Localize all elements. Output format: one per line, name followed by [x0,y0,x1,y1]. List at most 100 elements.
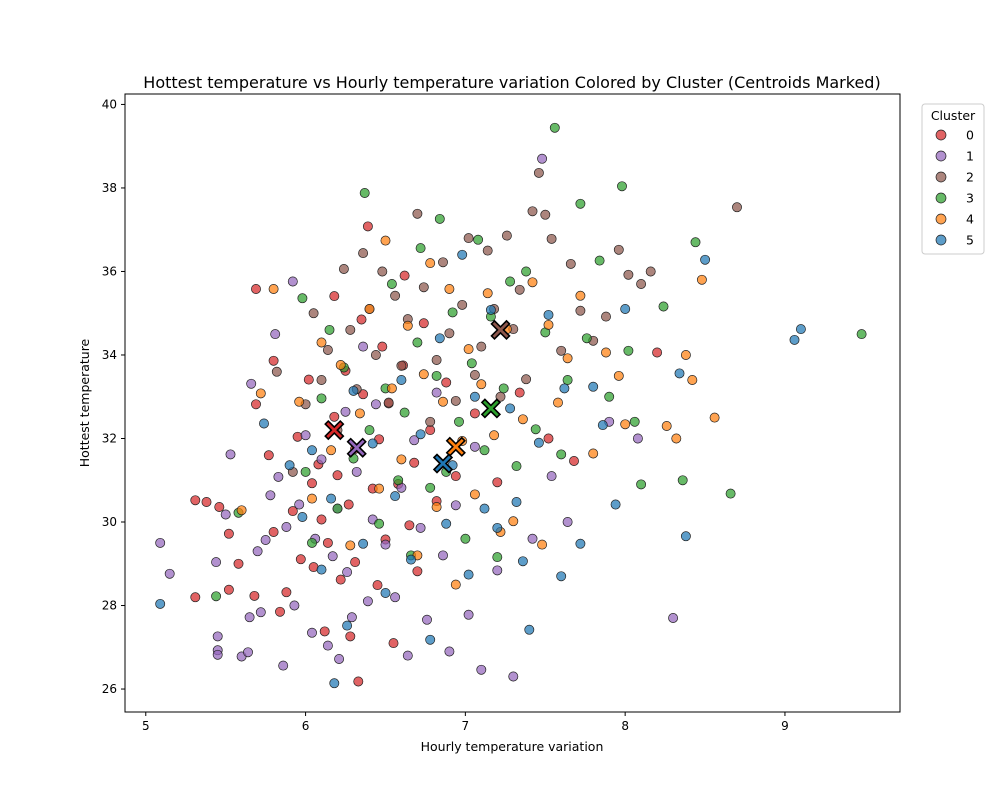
data-point-cluster-4 [450,579,461,590]
data-point-cluster-5 [485,304,496,315]
legend-label-cluster-3: 3 [966,191,974,206]
data-point-cluster-3 [498,383,509,394]
data-point-cluster-5 [457,249,468,260]
y-axis-ticks: 26 28 30 32 34 36 38 40 [102,97,125,696]
y-axis-label: Hottest temperature [77,338,92,467]
legend-marker-cluster-2 [935,171,947,183]
data-point-cluster-3 [511,461,522,472]
data-point-cluster-0 [652,347,663,358]
data-point-cluster-2 [482,245,493,256]
data-point-cluster-4 [425,258,436,269]
data-point-cluster-5 [348,385,359,396]
data-point-cluster-5 [556,571,567,582]
data-point-cluster-4 [687,375,698,385]
data-point-cluster-2 [316,375,327,385]
data-point-cluster-4 [517,414,528,425]
data-point-cluster-2 [540,209,551,220]
legend-label-cluster-1: 1 [966,149,974,164]
data-point-cluster-5 [588,381,599,392]
data-point-cluster-2 [601,311,611,322]
data-point-cluster-0 [345,631,356,642]
data-point-cluster-1 [327,551,338,562]
data-point-cluster-4 [537,539,548,550]
data-point-cluster-5 [795,324,806,335]
data-point-cluster-1 [438,550,448,561]
data-point-cluster-0 [412,566,423,577]
data-point-cluster-2 [457,299,468,310]
data-point-cluster-2 [556,345,567,356]
legend-marker-cluster-4 [935,213,947,225]
data-point-cluster-3 [412,337,423,348]
data-point-cluster-2 [322,345,333,355]
data-point-cluster-5 [610,499,621,510]
data-point-cluster-2 [390,290,401,301]
data-point-cluster-5 [441,518,452,529]
data-point-cluster-5 [469,391,480,402]
data-point-cluster-4 [444,284,455,294]
data-point-cluster-0 [450,471,461,482]
x-tick-label: 6 [302,719,310,733]
data-point-cluster-3 [658,301,669,312]
data-point-cluster-4 [575,290,586,301]
data-point-cluster-1 [469,441,480,452]
data-point-cluster-4 [508,516,519,527]
data-point-cluster-1 [287,276,298,287]
legend-label-cluster-2: 2 [966,170,974,185]
data-point-cluster-0 [514,387,525,398]
data-point-cluster-0 [275,606,285,617]
data-point-cluster-2 [613,244,624,255]
data-point-cluster-0 [353,676,364,687]
data-point-cluster-4 [386,383,397,394]
data-point-cluster-3 [636,479,647,490]
data-point-cluster-1 [402,650,413,661]
data-point-cluster-1 [281,522,292,532]
data-point-cluster-4 [671,433,682,444]
data-point-cluster-5 [511,497,522,507]
data-point-cluster-0 [329,411,340,422]
data-point-cluster-1 [562,517,573,527]
data-point-cluster-3 [359,188,370,198]
data-point-cluster-0 [418,318,429,329]
data-point-cluster-0 [343,499,354,510]
data-point-cluster-0 [251,399,261,410]
centroid-marker-cluster-0 [324,419,345,441]
data-point-cluster-2 [732,202,742,213]
data-point-cluster-5 [492,522,503,533]
data-point-cluster-1 [220,509,231,520]
data-point-cluster-5 [700,254,711,265]
data-point-cluster-3 [364,425,375,436]
data-point-cluster-2 [444,328,455,339]
data-point-cluster-5 [517,556,528,567]
data-point-cluster-1 [265,490,276,501]
data-point-cluster-4 [326,445,337,456]
data-point-cluster-3 [479,445,490,456]
y-tick-label: 26 [102,682,117,696]
x-tick-label: 7 [462,719,470,733]
data-point-cluster-5 [297,512,308,522]
data-point-cluster-3 [604,391,615,402]
data-point-cluster-2 [418,282,429,293]
data-point-cluster-3 [556,449,567,460]
data-point-cluster-0 [251,284,261,294]
data-point-cluster-2 [377,266,388,277]
data-point-cluster-0 [322,537,333,548]
data-point-cluster-3 [562,375,573,385]
data-point-cluster-3 [374,518,385,529]
data-point-cluster-0 [233,558,244,569]
y-tick-label: 28 [102,599,117,613]
data-point-cluster-0 [441,377,452,388]
data-point-cluster-0 [295,554,306,565]
data-point-cluster-3 [690,237,701,248]
data-point-cluster-0 [404,520,415,531]
data-point-cluster-0 [329,291,340,302]
data-point-cluster-1 [294,499,305,510]
data-point-cluster-3 [677,475,688,486]
data-point-cluster-2 [645,266,656,277]
data-point-cluster-1 [316,454,327,465]
data-point-cluster-0 [249,590,260,601]
data-point-cluster-1 [255,607,266,618]
data-point-cluster-0 [303,374,314,385]
data-point-cluster-0 [399,270,410,281]
y-tick-label: 30 [102,515,117,529]
data-point-cluster-4 [431,502,442,512]
